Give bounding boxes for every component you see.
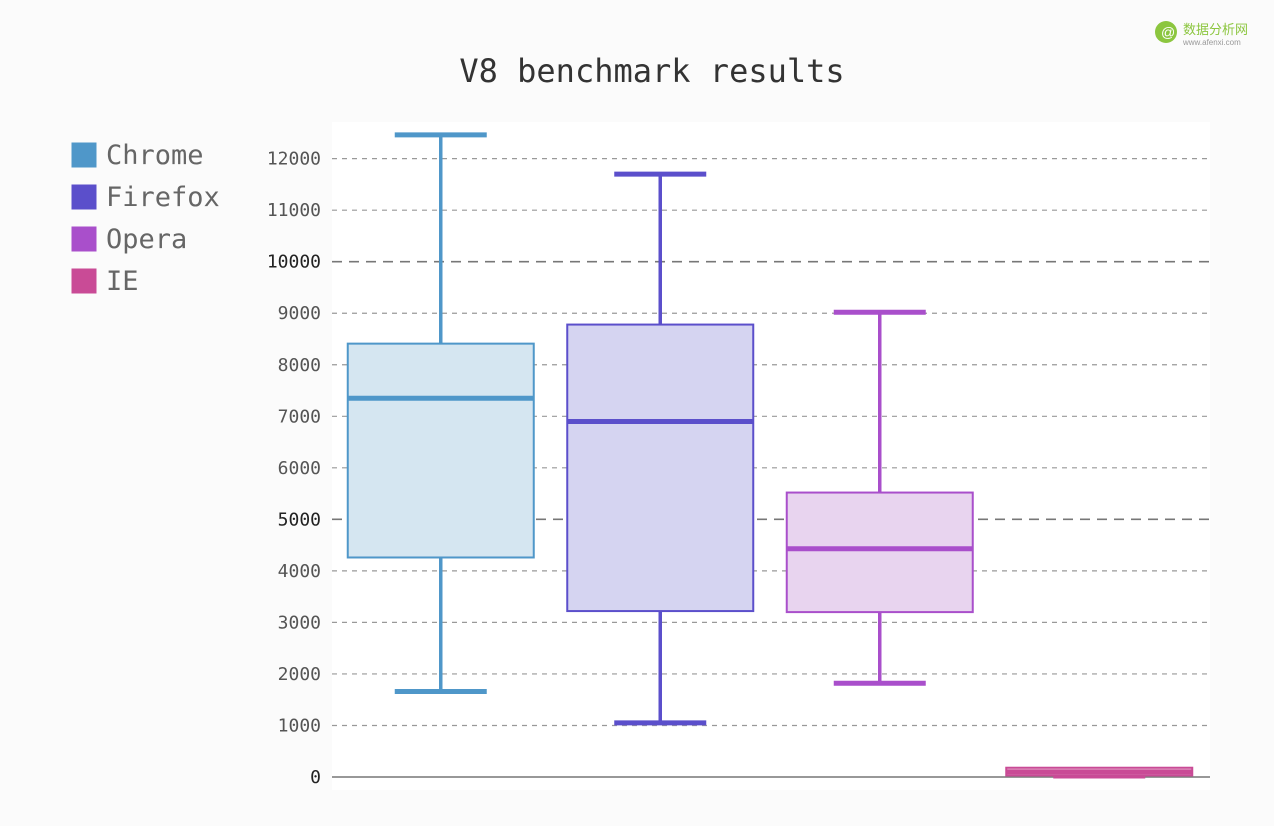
watermark-brand: 数据分析网: [1183, 22, 1248, 37]
y-tick-label: 11000: [267, 200, 321, 221]
afenxi-logo-icon: [1155, 21, 1177, 43]
legend-swatch: [71, 142, 97, 168]
y-tick-label: 10000: [267, 252, 321, 273]
y-tick-label: 1000: [278, 715, 321, 736]
legend-item-opera[interactable]: Opera: [71, 224, 187, 255]
y-tick-label: 5000: [278, 509, 321, 530]
box-chrome: [346, 132, 535, 694]
legend-swatch: [71, 184, 97, 210]
legend: Chrome Firefox Opera IE: [71, 140, 220, 297]
legend-label: Opera: [106, 224, 187, 255]
legend-item-chrome[interactable]: Chrome: [71, 140, 204, 171]
iqr-box: [785, 491, 974, 614]
y-tick-label: 8000: [278, 355, 321, 376]
legend-item-ie[interactable]: IE: [71, 266, 139, 297]
y-tick-label: 7000: [278, 406, 321, 427]
watermark: @ 数据分析网 www.afenxi.com: [1155, 21, 1248, 47]
chart-title: V8 benchmark results: [459, 52, 844, 90]
legend-label: IE: [106, 266, 139, 297]
afenxi-logo-glyph: @: [1161, 24, 1175, 40]
y-tick-label: 9000: [278, 303, 321, 324]
legend-swatch: [71, 226, 97, 252]
iqr-box: [346, 342, 535, 559]
legend-item-firefox[interactable]: Firefox: [71, 182, 220, 213]
iqr-box: [566, 323, 755, 613]
y-tick-label: 4000: [278, 561, 321, 582]
box-ie: [1005, 766, 1194, 779]
y-axis: 0 1000 2000 3000 4000 5000 6000 7000 8000 9000 100…: [267, 149, 321, 788]
y-tick-label: 12000: [267, 149, 321, 170]
y-tick-label: 0: [310, 767, 321, 788]
legend-label: Firefox: [106, 182, 220, 213]
y-tick-label: 3000: [278, 612, 321, 633]
box-opera: [785, 309, 974, 686]
box-firefox: [566, 171, 755, 726]
legend-swatch: [71, 268, 97, 294]
watermark-url: www.afenxi.com: [1182, 38, 1241, 47]
y-tick-label: 6000: [278, 458, 321, 479]
y-tick-label: 2000: [278, 664, 321, 685]
box-series: [346, 132, 1194, 779]
legend-label: Chrome: [106, 140, 204, 171]
